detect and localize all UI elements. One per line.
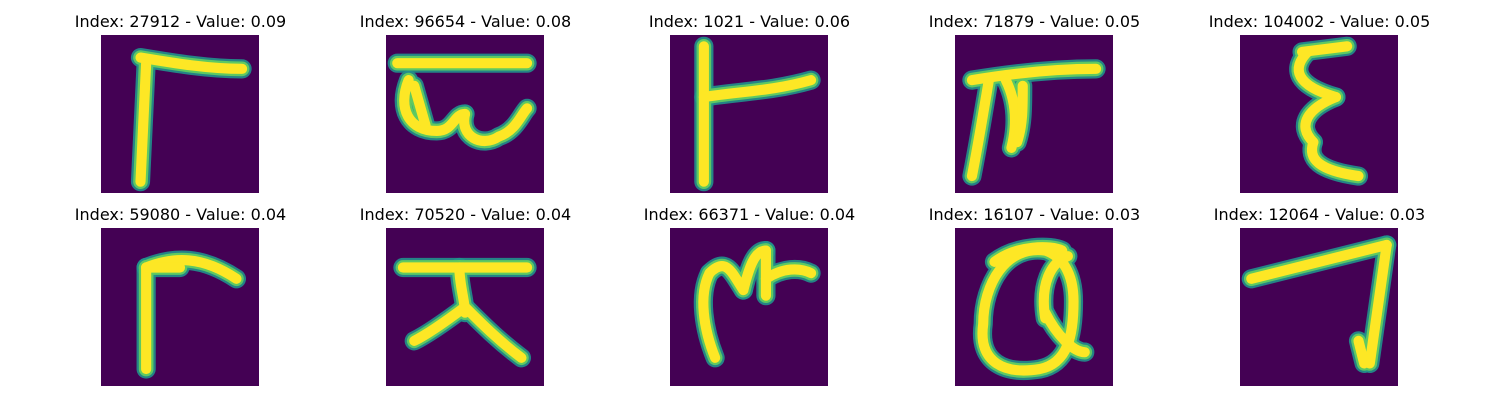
panel-title: Index: 96654 - Value: 0.08 [359, 12, 572, 31]
glyph-stroke [1038, 251, 1073, 324]
sample-panel: Index: 96654 - Value: 0.08 [323, 12, 608, 193]
sample-panel: Index: 1021 - Value: 0.06 [607, 12, 892, 193]
sample-panel: Index: 71879 - Value: 0.05 [892, 12, 1177, 193]
pi-like-glyph-image [955, 35, 1113, 193]
panel-title: Index: 104002 - Value: 0.05 [1208, 12, 1431, 31]
glyph-stroke [1300, 91, 1342, 148]
panel-title: Index: 16107 - Value: 0.03 [928, 205, 1141, 224]
xi-like-glyph-image [1240, 35, 1398, 193]
panel-title: Index: 12064 - Value: 0.03 [1213, 205, 1426, 224]
panel-title: Index: 59080 - Value: 0.04 [74, 205, 287, 224]
scribbled-glyph-image [386, 35, 544, 193]
glyph-stroke [1364, 239, 1392, 369]
glyph-stroke [966, 63, 1102, 86]
glyph-stroke [459, 103, 533, 146]
panel-title: Index: 1021 - Value: 0.06 [648, 12, 851, 31]
glyph-stroke [399, 75, 471, 137]
glyph-background [670, 35, 828, 193]
glyph-stroke [989, 242, 1068, 267]
sample-panel: Index: 70520 - Value: 0.04 [323, 205, 608, 386]
glyph-stroke [135, 58, 152, 187]
glyph-stroke [1246, 239, 1392, 284]
sample-panel: Index: 16107 - Value: 0.03 [892, 205, 1177, 386]
a-loop-glyph-image [955, 228, 1113, 386]
sample-panel: Index: 27912 - Value: 0.09 [38, 12, 323, 193]
glyph-stroke [409, 301, 471, 346]
glyph-stroke [1353, 335, 1370, 369]
gamma-like-stroke-image [101, 228, 259, 386]
glyph-stroke [977, 245, 1079, 376]
glyph-stroke [1293, 46, 1342, 103]
panel-title: Index: 66371 - Value: 0.04 [643, 205, 856, 224]
glyph-stroke [760, 264, 817, 284]
glyph-stroke [459, 301, 527, 363]
sample-panel: Index: 12064 - Value: 0.03 [1177, 205, 1462, 386]
t-rotated-glyph-image [670, 35, 828, 193]
glyph-stroke [1307, 137, 1364, 182]
glyph-stroke [409, 80, 431, 131]
tee-legs-glyph-image [386, 228, 544, 386]
m-like-glyph-image [670, 228, 828, 386]
panel-title: Index: 71879 - Value: 0.05 [928, 12, 1141, 31]
sample-panel: Index: 59080 - Value: 0.04 [38, 205, 323, 386]
glyph-stroke [698, 268, 721, 363]
glyph-stroke [966, 75, 994, 182]
sample-panel: Index: 66371 - Value: 0.04 [607, 205, 892, 386]
sample-panel: Index: 104002 - Value: 0.05 [1177, 12, 1462, 193]
glyph-stroke [135, 52, 248, 74]
panel-title: Index: 70520 - Value: 0.04 [359, 205, 572, 224]
panel-title: Index: 27912 - Value: 0.09 [74, 12, 287, 31]
glyph-stroke [1011, 80, 1028, 148]
glyph-stroke [698, 75, 817, 103]
gamma-like-stroke-image [101, 35, 259, 193]
seven-like-glyph-image [1240, 228, 1398, 386]
